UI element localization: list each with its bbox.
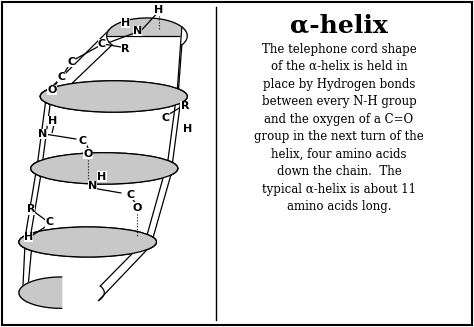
Polygon shape	[99, 236, 156, 301]
Ellipse shape	[40, 81, 187, 112]
Polygon shape	[40, 27, 112, 104]
Ellipse shape	[19, 227, 156, 257]
Ellipse shape	[19, 227, 156, 257]
Polygon shape	[147, 161, 178, 248]
Text: C: C	[98, 39, 106, 49]
Polygon shape	[31, 90, 50, 176]
Text: C: C	[79, 136, 87, 146]
Text: C: C	[67, 57, 75, 67]
Polygon shape	[177, 27, 187, 104]
Text: C: C	[126, 190, 135, 199]
Text: O: O	[83, 149, 92, 159]
Polygon shape	[19, 277, 62, 308]
Text: O: O	[47, 85, 57, 95]
Text: H: H	[154, 5, 164, 15]
Polygon shape	[19, 236, 31, 302]
Text: The telephone cord shape
of the α-helix is held in
place by Hydrogen bonds
betwe: The telephone cord shape of the α-helix …	[254, 43, 424, 213]
Text: O: O	[133, 203, 142, 213]
Polygon shape	[168, 89, 187, 175]
Text: R: R	[27, 204, 35, 214]
Text: N: N	[38, 129, 47, 139]
Polygon shape	[19, 162, 41, 250]
Text: R: R	[181, 101, 189, 111]
Text: H: H	[182, 124, 192, 134]
Text: N: N	[88, 181, 97, 191]
Text: H: H	[97, 172, 107, 181]
Ellipse shape	[31, 153, 178, 184]
Text: H: H	[121, 18, 130, 28]
Text: C: C	[57, 72, 66, 82]
Text: α-helix: α-helix	[290, 13, 388, 37]
Ellipse shape	[31, 153, 178, 184]
Text: H: H	[24, 232, 33, 242]
Text: C: C	[46, 217, 54, 227]
Text: R: R	[121, 44, 130, 54]
Ellipse shape	[40, 81, 187, 112]
Polygon shape	[107, 18, 187, 36]
Text: N: N	[133, 26, 142, 36]
Text: C: C	[162, 113, 170, 123]
Text: H: H	[47, 116, 57, 126]
